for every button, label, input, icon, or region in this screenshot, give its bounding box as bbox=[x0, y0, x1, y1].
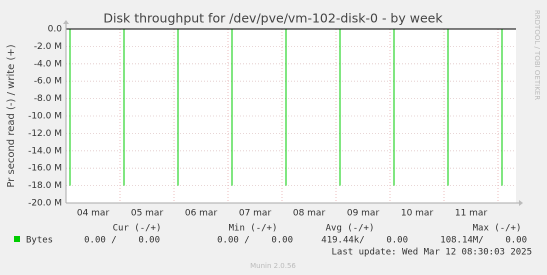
y-tick-label: -14.0 M bbox=[28, 146, 62, 156]
side-label: RRDTOOL / TOBI OETIKER bbox=[533, 10, 541, 100]
x-tick-label: 06 mar bbox=[185, 209, 218, 219]
x-tick-label: 04 mar bbox=[77, 209, 110, 219]
y-tick-label: -10.0 M bbox=[28, 112, 62, 122]
stats-header: Cur (-/+) bbox=[113, 224, 162, 234]
legend-swatch bbox=[14, 236, 20, 242]
y-tick-label: -6.0 M bbox=[34, 77, 62, 87]
y-axis-label: Pr second read (-) / write (+) bbox=[6, 44, 17, 187]
chart-title: Disk throughput for /dev/pve/vm-102-disk… bbox=[103, 11, 443, 26]
y-tick-label: 0.0 bbox=[48, 25, 63, 35]
stats-header: Max (-/+) bbox=[473, 224, 522, 234]
last-update: Last update: Wed Mar 12 08:30:03 2025 bbox=[332, 248, 532, 258]
y-tick-label: -16.0 M bbox=[28, 164, 62, 174]
x-tick-label: 05 mar bbox=[131, 209, 164, 219]
stats-value: 108.14M/ 0.00 bbox=[440, 236, 527, 246]
y-tick-label: -8.0 M bbox=[34, 94, 62, 104]
x-tick-label: 09 mar bbox=[347, 209, 380, 219]
x-tick-label: 11 mar bbox=[455, 209, 488, 219]
y-tick-label: -20.0 M bbox=[28, 199, 62, 209]
y-tick-label: -4.0 M bbox=[34, 59, 62, 69]
legend-label: Bytes bbox=[26, 236, 53, 246]
x-tick-label: 10 mar bbox=[401, 209, 434, 219]
stats-value: 0.00 / 0.00 bbox=[217, 236, 293, 246]
y-tick-label: -12.0 M bbox=[28, 129, 62, 139]
stats-header: Min (-/+) bbox=[229, 224, 278, 234]
footer: Munin 2.0.56 bbox=[250, 262, 296, 270]
stats-value: 419.44k/ 0.00 bbox=[321, 236, 408, 246]
y-tick-label: -18.0 M bbox=[28, 181, 62, 191]
axis-arrow bbox=[63, 20, 69, 24]
stats-header: Avg (-/+) bbox=[326, 224, 375, 234]
x-tick-label: 08 mar bbox=[293, 209, 326, 219]
x-tick-label: 07 mar bbox=[239, 209, 272, 219]
stats-value: 0.00 / 0.00 bbox=[84, 236, 160, 246]
axis-arrow bbox=[519, 200, 523, 206]
y-tick-label: -2.0 M bbox=[34, 42, 62, 52]
